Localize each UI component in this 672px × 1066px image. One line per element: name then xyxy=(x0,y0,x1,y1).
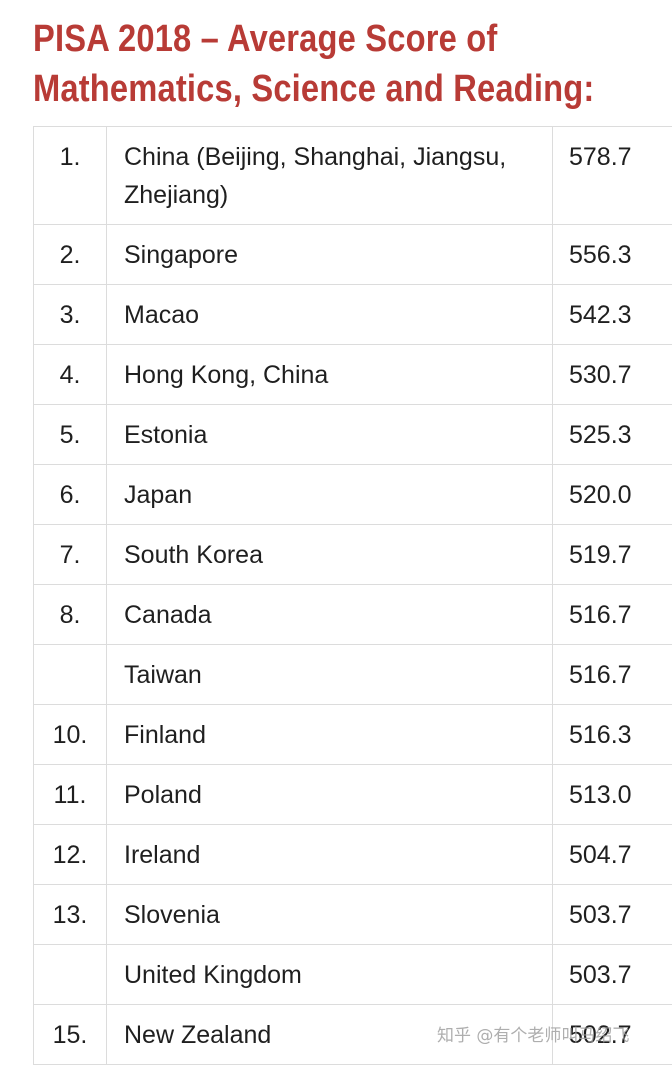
rank-cell xyxy=(33,644,107,705)
table-row: 13. Slovenia 503.7 xyxy=(33,884,672,945)
rank-cell xyxy=(33,944,107,1005)
score-cell: 520.0 xyxy=(552,464,672,525)
country-cell: New Zealand xyxy=(106,1004,553,1065)
score-cell: 516.7 xyxy=(552,584,672,645)
country-cell: Taiwan xyxy=(106,644,553,705)
rank-cell: 13. xyxy=(33,884,107,945)
country-cell: Finland xyxy=(106,704,553,765)
ranking-table: 1. China (Beijing, Shanghai, Jiangsu, Zh… xyxy=(33,126,672,1065)
score-cell: 502.7 xyxy=(552,1004,672,1065)
rank-cell: 3. xyxy=(33,284,107,345)
table-row: 11. Poland 513.0 xyxy=(33,764,672,825)
rank-cell: 4. xyxy=(33,344,107,405)
table-row: 1. China (Beijing, Shanghai, Jiangsu, Zh… xyxy=(33,126,672,225)
score-cell: 516.3 xyxy=(552,704,672,765)
rank-cell: 7. xyxy=(33,524,107,585)
table-row: 15. New Zealand 502.7 xyxy=(33,1004,672,1065)
table-row: 4. Hong Kong, China 530.7 xyxy=(33,344,672,405)
country-cell: South Korea xyxy=(106,524,553,585)
score-cell: 513.0 xyxy=(552,764,672,825)
country-cell: Macao xyxy=(106,284,553,345)
rank-cell: 5. xyxy=(33,404,107,465)
country-cell: China (Beijing, Shanghai, Jiangsu, Zheji… xyxy=(106,126,553,225)
country-cell: Ireland xyxy=(106,824,553,885)
country-cell: Hong Kong, China xyxy=(106,344,553,405)
country-cell: United Kingdom xyxy=(106,944,553,1005)
ranking-table-body: 1. China (Beijing, Shanghai, Jiangsu, Zh… xyxy=(33,126,672,1065)
score-cell: 516.7 xyxy=(552,644,672,705)
table-row: 3. Macao 542.3 xyxy=(33,284,672,345)
table-row: 2. Singapore 556.3 xyxy=(33,224,672,285)
table-row: 7. South Korea 519.7 xyxy=(33,524,672,585)
rank-cell: 2. xyxy=(33,224,107,285)
watermark: 知乎 @有个老师叫马绍飞 xyxy=(437,1026,630,1046)
rank-cell: 1. xyxy=(33,126,107,225)
page-title: PISA 2018 – Average Score of Mathematics… xyxy=(33,14,595,114)
table-row: 10. Finland 516.3 xyxy=(33,704,672,765)
rank-cell: 15. xyxy=(33,1004,107,1065)
rank-cell: 11. xyxy=(33,764,107,825)
score-cell: 525.3 xyxy=(552,404,672,465)
rank-cell: 6. xyxy=(33,464,107,525)
title-line-1: PISA 2018 – Average Score of xyxy=(33,18,498,60)
table-row: 12. Ireland 504.7 xyxy=(33,824,672,885)
rank-cell: 12. xyxy=(33,824,107,885)
country-cell: Japan xyxy=(106,464,553,525)
rank-cell: 10. xyxy=(33,704,107,765)
score-cell: 519.7 xyxy=(552,524,672,585)
table-row: 5. Estonia 525.3 xyxy=(33,404,672,465)
country-cell: Poland xyxy=(106,764,553,825)
score-cell: 530.7 xyxy=(552,344,672,405)
country-cell: Slovenia xyxy=(106,884,553,945)
table-row: 6. Japan 520.0 xyxy=(33,464,672,525)
score-cell: 542.3 xyxy=(552,284,672,345)
country-cell: Singapore xyxy=(106,224,553,285)
score-cell: 504.7 xyxy=(552,824,672,885)
score-cell: 578.7 xyxy=(552,126,672,225)
score-cell: 503.7 xyxy=(552,884,672,945)
table-row: Taiwan 516.7 xyxy=(33,644,672,705)
score-cell: 503.7 xyxy=(552,944,672,1005)
table-row: United Kingdom 503.7 xyxy=(33,944,672,1005)
table-row: 8. Canada 516.7 xyxy=(33,584,672,645)
country-cell: Estonia xyxy=(106,404,553,465)
score-cell: 556.3 xyxy=(552,224,672,285)
title-line-2: Mathematics, Science and Reading: xyxy=(33,68,595,110)
country-cell: Canada xyxy=(106,584,553,645)
rank-cell: 8. xyxy=(33,584,107,645)
